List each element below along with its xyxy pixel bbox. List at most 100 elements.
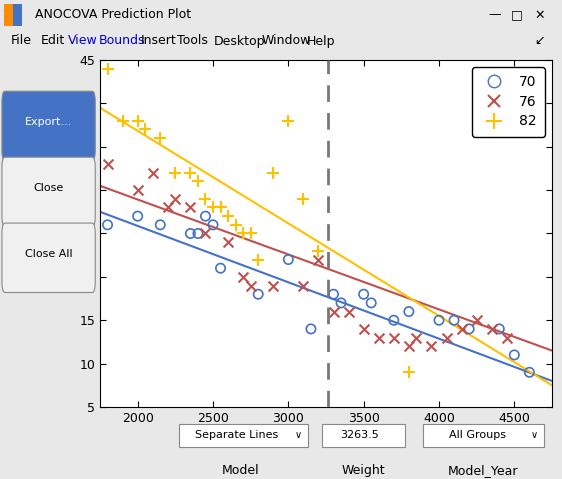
Point	[389, 317, 398, 324]
Point	[269, 282, 278, 289]
Text: Help: Help	[306, 34, 335, 47]
Text: ∨: ∨	[531, 430, 538, 440]
Point	[314, 247, 323, 255]
Point	[246, 229, 255, 237]
Text: Export...: Export...	[25, 117, 72, 127]
Text: Separate Lines: Separate Lines	[195, 430, 278, 440]
FancyBboxPatch shape	[2, 91, 95, 160]
Point	[329, 290, 338, 298]
Point	[253, 290, 262, 298]
Legend: 70, 76, 82: 70, 76, 82	[472, 67, 545, 137]
Text: 3263.5: 3263.5	[340, 430, 379, 440]
Point	[186, 229, 195, 237]
Point	[216, 204, 225, 211]
Point	[164, 204, 173, 211]
FancyBboxPatch shape	[179, 423, 308, 446]
Point	[434, 317, 443, 324]
Point	[405, 308, 414, 315]
Point	[171, 169, 180, 177]
Point	[209, 204, 217, 211]
Point	[359, 325, 368, 333]
FancyBboxPatch shape	[2, 157, 95, 227]
Point	[284, 117, 293, 125]
Point	[314, 256, 323, 263]
Point	[224, 212, 233, 220]
Text: ↙: ↙	[534, 34, 545, 47]
Text: Model: Model	[222, 464, 260, 477]
Point	[299, 282, 308, 289]
Point	[450, 317, 459, 324]
Text: All Groups: All Groups	[449, 430, 506, 440]
Point	[186, 204, 195, 211]
Point	[118, 117, 127, 125]
Point	[224, 239, 233, 246]
Point	[103, 221, 112, 228]
Text: —: —	[488, 9, 501, 22]
Text: View: View	[67, 34, 97, 47]
Point	[427, 342, 436, 350]
Point	[510, 351, 519, 359]
Point	[186, 169, 195, 177]
Point	[525, 368, 534, 376]
Point	[299, 195, 308, 203]
Point	[201, 212, 210, 220]
Point	[405, 342, 414, 350]
Point	[209, 221, 217, 228]
Text: ANOCOVA Prediction Plot: ANOCOVA Prediction Plot	[35, 9, 191, 22]
Text: Window: Window	[261, 34, 311, 47]
Point	[442, 334, 451, 342]
Point	[366, 299, 375, 307]
Text: Edit: Edit	[41, 34, 65, 47]
Point	[133, 212, 142, 220]
Point	[495, 325, 504, 333]
Point	[239, 273, 248, 281]
Point	[231, 221, 240, 228]
Point	[133, 117, 142, 125]
Point	[193, 178, 202, 185]
Bar	[4, 4, 13, 26]
Text: □: □	[511, 9, 523, 22]
Point	[502, 334, 511, 342]
Point	[487, 325, 496, 333]
Point	[156, 134, 165, 142]
Point	[389, 334, 398, 342]
Point	[472, 317, 481, 324]
Point	[171, 195, 180, 203]
Text: Insert: Insert	[140, 34, 176, 47]
Point	[103, 160, 112, 168]
Text: Weight: Weight	[342, 464, 385, 477]
Point	[306, 325, 315, 333]
Y-axis label: MPG: MPG	[60, 218, 74, 249]
Point	[269, 169, 278, 177]
Point	[133, 186, 142, 194]
Point	[412, 334, 421, 342]
Point	[329, 308, 338, 315]
FancyBboxPatch shape	[2, 223, 95, 293]
Text: File: File	[11, 34, 32, 47]
Point	[253, 256, 262, 263]
Text: Bounds: Bounds	[98, 34, 145, 47]
Point	[405, 368, 414, 376]
Point	[374, 334, 383, 342]
Point	[201, 229, 210, 237]
Point	[465, 325, 474, 333]
Point	[148, 169, 157, 177]
FancyBboxPatch shape	[322, 423, 405, 446]
FancyBboxPatch shape	[423, 423, 543, 446]
Point	[193, 229, 202, 237]
Point	[103, 65, 112, 72]
Point	[344, 308, 353, 315]
Text: ∨: ∨	[295, 430, 302, 440]
Text: ✕: ✕	[534, 9, 545, 22]
Text: Tools: Tools	[177, 34, 208, 47]
Point	[284, 256, 293, 263]
Point	[216, 264, 225, 272]
Text: Close: Close	[34, 183, 64, 194]
Point	[140, 125, 149, 133]
Point	[246, 282, 255, 289]
Text: Close All: Close All	[25, 250, 72, 259]
Point	[239, 229, 248, 237]
Bar	[4, 4, 22, 26]
Point	[201, 195, 210, 203]
Text: Model_Year: Model_Year	[448, 464, 519, 477]
